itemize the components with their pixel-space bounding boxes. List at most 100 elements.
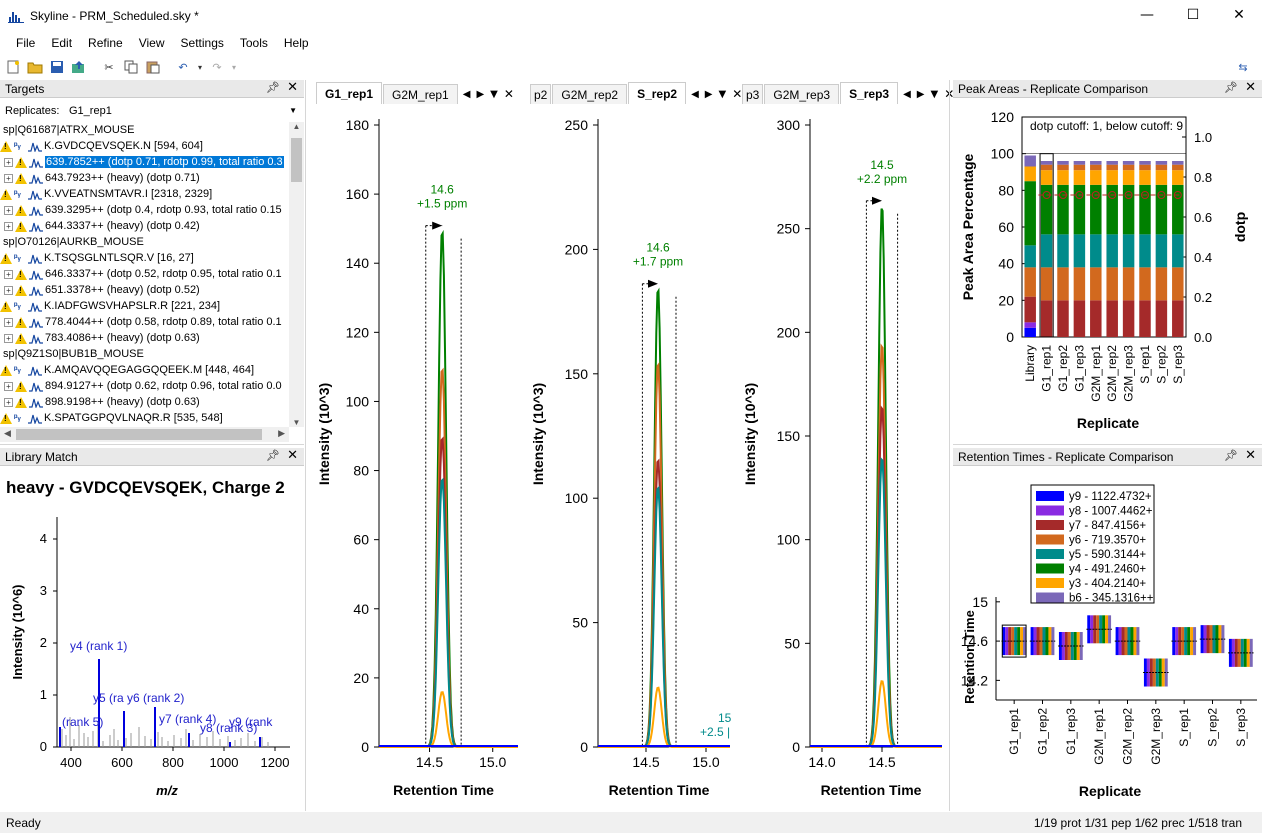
expand-icon[interactable]: + [4, 333, 13, 343]
expand-icon[interactable]: + [4, 157, 13, 167]
tab-p3[interactable]: p3 [742, 84, 764, 104]
tab-g2m-rep2[interactable]: G2M_rep2 [552, 84, 628, 104]
undo-icon[interactable]: ↶ [178, 60, 188, 74]
tree-precursor-row[interactable]: +898.9198++ (heavy) (dotp 0.63) [0, 394, 304, 410]
expand-icon[interactable]: + [4, 221, 13, 231]
expand-icon[interactable]: + [4, 285, 13, 295]
new-document-icon[interactable] [4, 58, 22, 76]
rt-box-bar [1136, 627, 1140, 656]
tree-protein-row[interactable]: sp|Q61687|ATRX_MOUSE [0, 122, 304, 138]
tree-precursor-row[interactable]: +783.4086++ (heavy) (dotp 0.63) [0, 330, 304, 346]
tree-protein-row[interactable]: sp|Q9Z1S0|BUB1B_MOUSE [0, 346, 304, 362]
close-icon[interactable]: ✕ [287, 448, 298, 463]
tab-g1-rep1[interactable]: G1_rep1 [316, 82, 383, 104]
peak-ppm-label: +1.7 ppm [633, 255, 683, 269]
tree-precursor-row[interactable]: +894.9127++ (dotp 0.62, rdotp 0.96, tota… [0, 378, 304, 394]
tree-peptide-row[interactable]: ᵖᵧ K.AMQAVQQEGAGGQQEEK.M [448, 464] [0, 362, 304, 378]
tab-right-icon[interactable]: ▶ [916, 88, 925, 100]
tree-vscrollbar[interactable]: ▲ ▼ [289, 122, 304, 427]
tree-hscrollbar[interactable]: ◀ ▶ [0, 427, 289, 442]
expand-icon[interactable]: + [4, 381, 13, 391]
tree-peptide-row[interactable]: ᵖᵧ K.TSQSGLNTLSQR.V [16, 27] [0, 250, 304, 266]
pin-icon[interactable]: 📌︎ [266, 81, 280, 94]
close-icon[interactable]: ✕ [732, 87, 743, 101]
tab-list-icon[interactable]: ▼ [490, 88, 498, 100]
tab-list-icon[interactable]: ▼ [718, 88, 727, 100]
menu-file[interactable]: File [16, 36, 36, 50]
replicates-select[interactable]: G1_rep1 ▼ [62, 101, 302, 120]
tree-peptide-row[interactable]: ᵖᵧ K.GVDCQEVSQEK.N [594, 604] [0, 138, 304, 154]
pin-icon[interactable]: 📌︎ [266, 449, 280, 462]
library-match-spectrum[interactable]: heavy - GVDCQEVSQEK, Charge 2 0 1 2 3 4 400 60… [0, 467, 304, 810]
close-icon[interactable]: ✕ [287, 80, 298, 95]
menu-settings[interactable]: Settings [180, 36, 224, 50]
splitter[interactable] [953, 444, 1262, 445]
chromatogram-graph[interactable]: 0 50 100 150 200 250 300 14.0 14.5 Intensity (10^… [736, 104, 948, 811]
publish-icon[interactable] [70, 58, 88, 76]
menu-tools[interactable]: Tools [239, 36, 268, 50]
stacked-bar-segment [1073, 170, 1086, 185]
tab-left-icon[interactable]: ◀ [462, 88, 471, 100]
stacked-bar-segment [1106, 164, 1118, 171]
close-button[interactable]: ✕ [1233, 7, 1245, 23]
tab-s-rep2[interactable]: S_rep2 [628, 82, 687, 104]
tree-precursor-row[interactable]: +639.3295++ (dotp 0.4, rdotp 0.93, total… [0, 202, 304, 218]
x-axis-label: Retention Time [609, 782, 710, 798]
tab-g2m-rep1[interactable]: G2M_rep1 [383, 84, 458, 104]
tree-precursor-row[interactable]: +639.7852++ (dotp 0.71, rdotp 0.99, tota… [0, 154, 304, 170]
menu-help[interactable]: Help [283, 36, 309, 50]
tree-precursor-row[interactable]: +644.3337++ (heavy) (dotp 0.42) [0, 218, 304, 234]
close-icon[interactable]: ✕ [1245, 80, 1256, 95]
graph-background [310, 104, 524, 811]
chromatogram-graph[interactable]: 0 20 40 60 80 100 120 140 160 180 14.5 15.0 Intensit… [310, 104, 524, 811]
redo-icon[interactable]: ↷ [212, 60, 222, 74]
tree-precursor-row[interactable]: +778.4044++ (dotp 0.58, rdotp 0.89, tota… [0, 314, 304, 330]
stacked-bar-segment [1090, 234, 1102, 268]
tab-g2m-rep3[interactable]: G2M_rep3 [764, 84, 840, 104]
minimize-button[interactable]: — [1140, 7, 1154, 23]
tab-s-rep3[interactable]: S_rep3 [840, 82, 899, 104]
network-icon[interactable]: ⇆ [1238, 60, 1248, 74]
tree-precursor-row[interactable]: +646.3337++ (dotp 0.52, rdotp 0.95, tota… [0, 266, 304, 282]
open-folder-icon[interactable] [26, 58, 44, 76]
splitter[interactable] [0, 444, 304, 445]
chromatogram-graph[interactable]: 0 50 100 150 200 250 14.5 15.0 Intensity (10^3) R… [524, 104, 736, 811]
dotp-point [1042, 191, 1051, 199]
expand-icon[interactable]: + [4, 397, 13, 407]
close-icon[interactable]: ✕ [1245, 448, 1256, 463]
maximize-button[interactable]: ☐ [1186, 7, 1200, 23]
redo-dropdown-icon[interactable]: ▾ [231, 62, 236, 72]
tree-precursor-row[interactable]: +651.3378++ (heavy) (dotp 0.52) [0, 282, 304, 298]
splitter[interactable] [949, 80, 950, 811]
retention-times-chart[interactable]: y9 - 1122.4732+ y8 - 1007.4462+ y7 - 847.4… [953, 467, 1262, 810]
tab-p2[interactable]: p2 [530, 84, 552, 104]
expand-icon[interactable]: + [4, 269, 13, 279]
splitter[interactable] [305, 80, 306, 811]
paste-icon[interactable] [144, 58, 162, 76]
tree-precursor-row[interactable]: +643.7923++ (heavy) (dotp 0.71) [0, 170, 304, 186]
tab-list-icon[interactable]: ▼ [930, 88, 939, 100]
tree-peptide-row[interactable]: ᵖᵧ K.IADFGWSVHAPSLR.R [221, 234] [0, 298, 304, 314]
peak-areas-chart[interactable]: 0 20 40 60 80 100 120 0.0 0.2 0.4 0.6 0.8 1.0 Peak Ar… [953, 99, 1262, 444]
tab-left-icon[interactable]: ◀ [903, 88, 911, 100]
tree-protein-row[interactable]: sp|O70126|AURKB_MOUSE [0, 234, 304, 250]
stacked-bar-segment [1040, 184, 1053, 235]
expand-icon[interactable]: + [4, 205, 13, 215]
menu-refine[interactable]: Refine [88, 36, 123, 50]
pin-icon[interactable]: 📌︎ [1224, 449, 1238, 462]
tree-peptide-row[interactable]: ᵖᵧ K.VVEATNSMTAVR.I [2318, 2329] [0, 186, 304, 202]
tab-right-icon[interactable]: ▶ [476, 88, 485, 100]
save-icon[interactable] [48, 58, 66, 76]
expand-icon[interactable]: + [4, 317, 13, 327]
tree-peptide-row[interactable]: ᵖᵧ K.SPATGGPQVLNAQR.R [535, 548] [0, 410, 304, 426]
cut-icon[interactable]: ✂ [104, 60, 114, 74]
copy-icon[interactable] [122, 58, 140, 76]
menu-edit[interactable]: Edit [51, 36, 73, 50]
tab-right-icon[interactable]: ▶ [704, 88, 713, 100]
tab-left-icon[interactable]: ◀ [691, 88, 699, 100]
expand-icon[interactable]: + [4, 173, 13, 183]
close-icon[interactable]: ✕ [503, 87, 514, 101]
undo-dropdown-icon[interactable]: ▾ [197, 62, 202, 72]
pin-icon[interactable]: 📌︎ [1224, 81, 1238, 94]
menu-view[interactable]: View [138, 36, 165, 50]
